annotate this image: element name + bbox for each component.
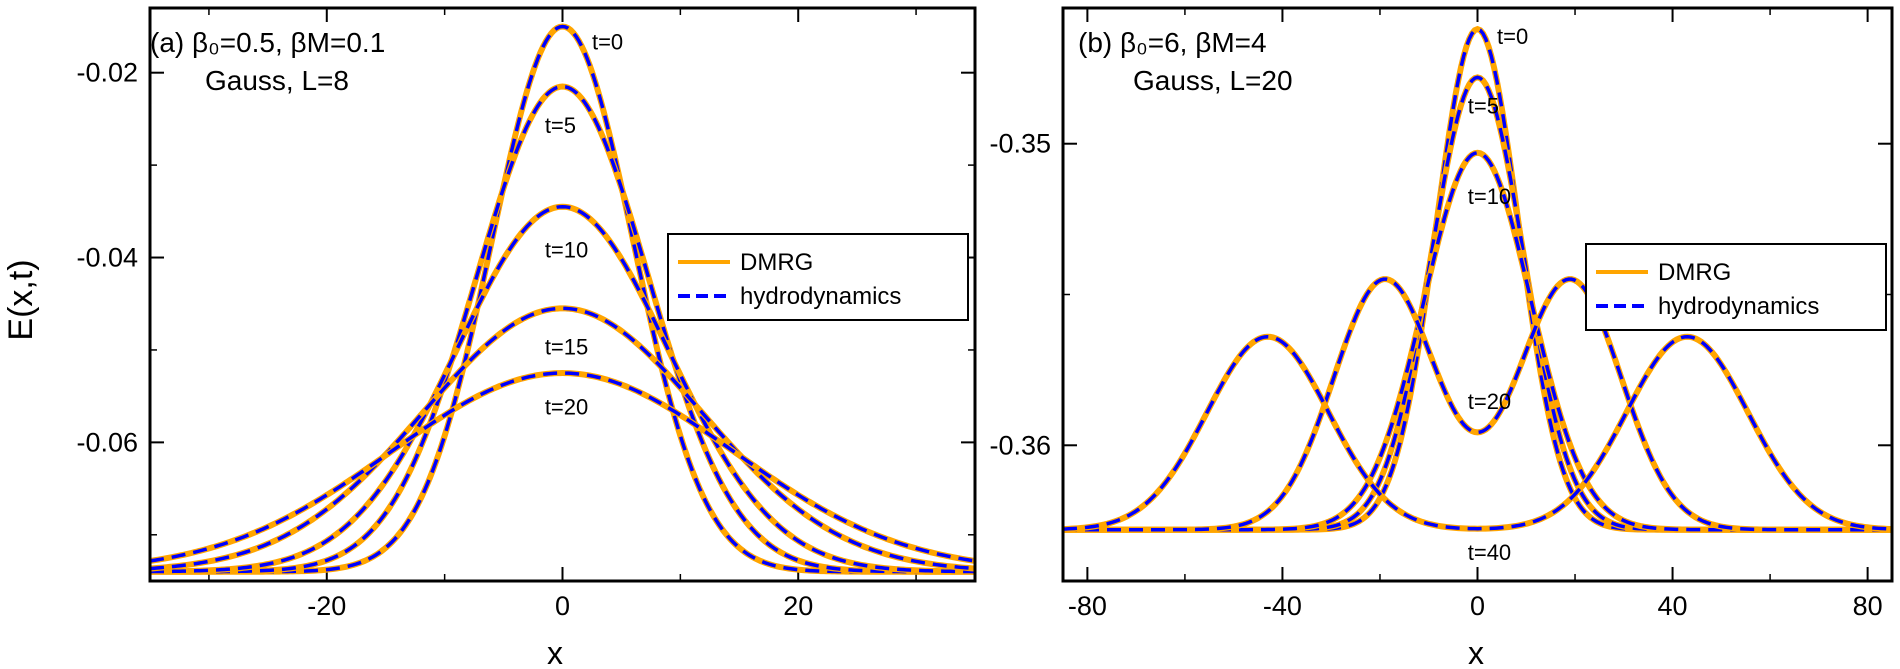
x-axis-label-a: x: [547, 635, 563, 669]
time-label: t=5: [1468, 94, 1499, 119]
x-tick-label: -20: [307, 591, 346, 621]
x-tick-label: 0: [555, 591, 570, 621]
time-label: t=40: [1468, 540, 1511, 565]
hydrodynamics-line: [1063, 150, 1892, 532]
x-tick-label: -40: [1263, 591, 1302, 621]
hydrodynamics-line: [150, 306, 975, 571]
time-label: t=20: [545, 395, 588, 420]
plot-frame: [148, 6, 977, 583]
y-tick-label: -0.02: [76, 58, 138, 88]
time-label: t=0: [592, 30, 623, 55]
time-label: t=10: [545, 238, 588, 263]
legend-hydro-label: hydrodynamics: [1658, 293, 1819, 320]
panel-label: (b) β₀=6, βM=4: [1078, 27, 1267, 58]
legend-box: [1585, 243, 1887, 331]
x-tick-label: 80: [1853, 591, 1883, 621]
time-label: t=5: [545, 113, 576, 138]
panel-label: (a) β₀=0.5, βM=0.1: [150, 27, 385, 58]
y-tick-label: -0.04: [76, 243, 138, 273]
x-tick-label: 20: [783, 591, 813, 621]
series-group: [150, 23, 975, 575]
time-label: t=10: [1468, 184, 1511, 209]
y-tick-label: -0.35: [989, 129, 1051, 159]
legend-hydro-label: hydrodynamics: [740, 283, 901, 310]
y-axis-label: E(x,t): [2, 259, 40, 340]
y-tick-label: -0.06: [76, 427, 138, 457]
time-label: t=15: [545, 335, 588, 360]
y-tick-label: -0.36: [989, 430, 1051, 460]
panel-a-chart: -20 0 20 -0.02 -0.04 -0.06 t=0 t=5 t=10 t=15 t=20 (…: [76, 6, 977, 621]
legend: DMRG hydrodynamics: [667, 233, 969, 321]
hydrodynamics-line: [1063, 334, 1892, 531]
time-label: t=20: [1468, 389, 1511, 414]
hydrodynamics-line: [150, 204, 975, 574]
dmrg-line: [1063, 149, 1892, 533]
time-label: t=0: [1497, 24, 1528, 49]
panel-annotation: Gauss, L=20: [1133, 65, 1293, 96]
legend: DMRG hydrodynamics: [1585, 243, 1887, 331]
hydrodynamics-line: [1063, 277, 1892, 532]
x-axis-label-b: x: [1468, 635, 1484, 669]
plot-frame: [1061, 6, 1894, 583]
legend-box: [667, 233, 969, 321]
panel-annotation: Gauss, L=8: [205, 65, 349, 96]
legend-dmrg-label: DMRG: [1658, 259, 1731, 286]
hydrodynamics-line: [150, 84, 975, 574]
panel-b-chart: -80 -40 0 40 80 -0.35 -0.36 t=0 t=5 t=10 t=20 t=40 (…: [989, 6, 1894, 621]
hydrodynamics-line: [150, 371, 975, 563]
dmrg-line: [150, 83, 975, 575]
x-tick-label: -80: [1068, 591, 1107, 621]
x-tick-label: 40: [1658, 591, 1688, 621]
series-group: [1063, 25, 1892, 533]
x-tick-label: 0: [1470, 591, 1485, 621]
legend-dmrg-label: DMRG: [740, 249, 813, 276]
